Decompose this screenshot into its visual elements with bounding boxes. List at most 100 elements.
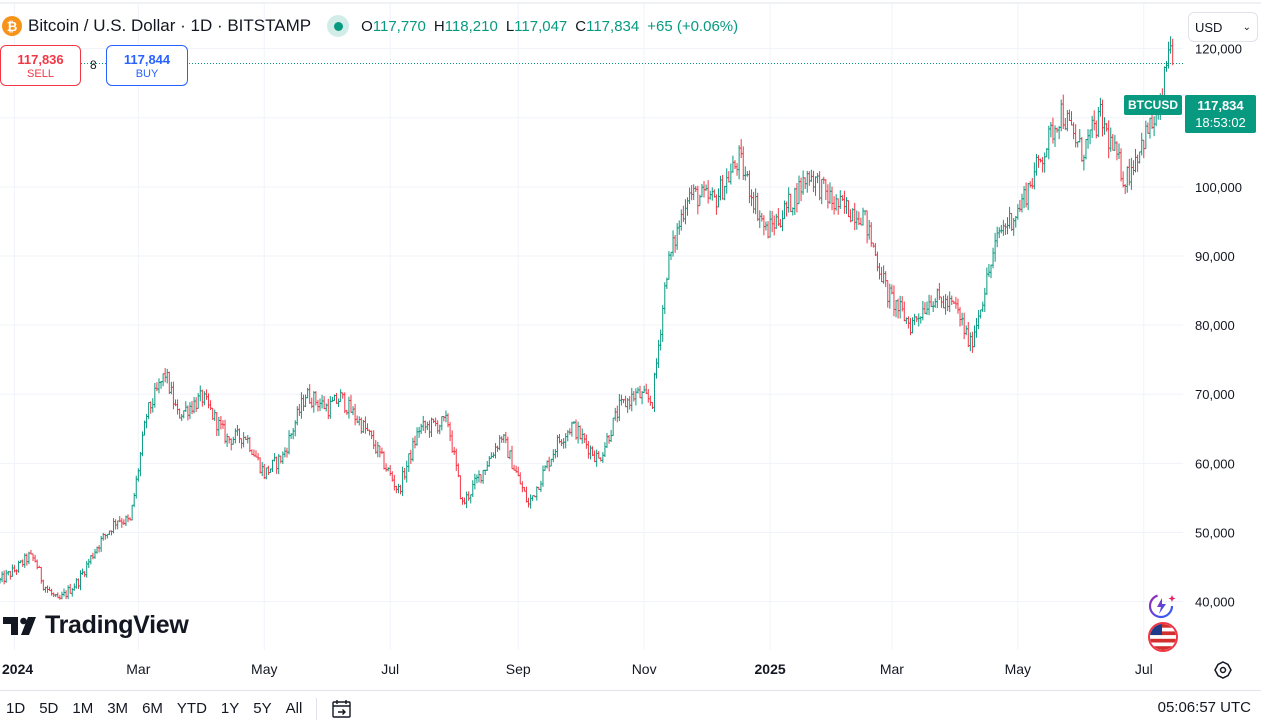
ohlc-bar [432, 418, 435, 424]
ohlc-bar [463, 497, 466, 505]
range-5d-button[interactable]: 5D [39, 700, 59, 717]
x-tick-label: Mar [880, 661, 904, 677]
range-all-button[interactable]: All [285, 700, 303, 717]
ohlc-bar [1006, 217, 1009, 235]
sell-price: 117,836 [17, 51, 64, 67]
ohlc-bar [413, 435, 417, 449]
ohlc-bar [665, 277, 669, 289]
ohlc-bar [1128, 158, 1131, 186]
range-1m-button[interactable]: 1M [72, 700, 94, 717]
ohlc-bar [913, 313, 916, 326]
ohlc-bar [750, 189, 753, 207]
ohlc-bar [256, 453, 260, 461]
ohlc-bar [882, 265, 885, 284]
ohlc-bar [46, 585, 49, 593]
ohlc-bar [601, 452, 605, 463]
ohlc-bar [1095, 120, 1098, 139]
ohlc-bar [1062, 94, 1065, 130]
ohlc-bar [642, 385, 646, 393]
ohlc-bar [973, 325, 976, 348]
ohlc-bar [872, 242, 875, 248]
ohlc-bar [898, 295, 902, 319]
ohlc-bar [1167, 41, 1170, 69]
ohlc-bar [320, 394, 324, 409]
ohlc-bar [1084, 139, 1088, 160]
ohlc-bar [539, 480, 543, 492]
time-axis[interactable]: 2024 Mar May Jul Sep Nov 2025 Mar May Jul [2, 661, 1153, 677]
ohlc-bar [93, 549, 97, 559]
ohlc-bar [477, 470, 481, 483]
ohlc-bar [31, 553, 35, 562]
ohlc-bar [556, 434, 559, 458]
ohlc-bar [254, 450, 258, 458]
ohlc-bar [316, 399, 320, 412]
ohlc-bar [159, 381, 163, 389]
ohlc-bar [589, 445, 592, 460]
ohlc-bar [325, 403, 328, 412]
range-1d-button[interactable]: 1D [6, 700, 26, 717]
ohlc-bar [217, 416, 221, 436]
ohlc-bar [632, 391, 636, 402]
ohlc-bar [106, 533, 109, 539]
ohlc-bar [184, 401, 188, 412]
ohlc-bar [834, 194, 838, 211]
ohlc-bar [1090, 115, 1094, 138]
utc-clock[interactable]: 05:06:57 UTC [1157, 699, 1251, 716]
ohlc-bar [21, 559, 24, 567]
ohlc-bar [1169, 36, 1172, 54]
ohlc-bar [1142, 139, 1145, 159]
grid [0, 4, 1183, 650]
ohlc-bar [607, 434, 611, 444]
calendar-goto-icon[interactable] [331, 698, 353, 720]
ohlc-bar [929, 295, 933, 307]
us-flag-icon[interactable] [1148, 622, 1178, 652]
ohlc-bar [149, 401, 152, 414]
ohlc-bar [1138, 151, 1141, 164]
ohlc-bar [525, 486, 528, 503]
ohlc-bar [318, 398, 322, 412]
ohlc-bar [832, 196, 836, 215]
ohlc-high: H118,210 [433, 17, 498, 35]
ai-assistant-icon[interactable] [1145, 592, 1177, 620]
ohlc-bar [496, 445, 499, 452]
ohlc-bar [983, 287, 987, 312]
range-6m-button[interactable]: 6M [142, 700, 163, 717]
range-3m-button[interactable]: 3M [107, 700, 129, 717]
ohlc-bar [166, 368, 169, 384]
ohlc-bar [979, 309, 982, 319]
range-5y-button[interactable]: 5Y [253, 700, 272, 717]
ohlc-bar [15, 569, 18, 575]
symbol-title[interactable]: Bitcoin / U.S. Dollar · 1D · BITSTAMP [28, 16, 312, 35]
ohlc-bar [684, 199, 687, 225]
currency-select[interactable]: USD ⌄ [1188, 12, 1258, 42]
range-ytd-button[interactable]: YTD [176, 700, 207, 717]
ohlc-bar [810, 169, 813, 182]
ohlc-bar [1049, 122, 1053, 138]
last-price-value: 117,834 [1197, 98, 1244, 113]
ohlc-bar [1053, 125, 1057, 147]
ohlc-bar [830, 186, 834, 211]
ohlc-bar [890, 284, 894, 295]
ohlc-bar [1000, 224, 1003, 234]
ohlc-bar [1043, 152, 1046, 173]
market-status-icon[interactable] [327, 15, 350, 37]
ohlc-bar [178, 408, 181, 419]
tradingview-logo[interactable]: TradingView [3, 611, 189, 640]
ohlc-bar [1165, 60, 1168, 72]
ohlc-bar [143, 420, 146, 436]
ohlc-bar [461, 497, 464, 505]
ohlc-bar [426, 421, 429, 431]
range-1y-button[interactable]: 1Y [220, 700, 240, 717]
ohlc-bar [995, 226, 999, 248]
currency-value: USD [1195, 19, 1223, 35]
settings-icon[interactable] [1213, 660, 1233, 680]
buy-button[interactable]: 117,844 BUY [106, 45, 188, 86]
ohlc-bar [215, 412, 218, 437]
ohlc-bar [261, 461, 264, 477]
ohlc-bar [638, 385, 642, 399]
ohlc-bar [686, 197, 689, 216]
sell-button[interactable]: 117,836 SELL [0, 45, 81, 86]
ohlc-bar [711, 187, 714, 201]
ohlc-bar [1024, 182, 1028, 208]
